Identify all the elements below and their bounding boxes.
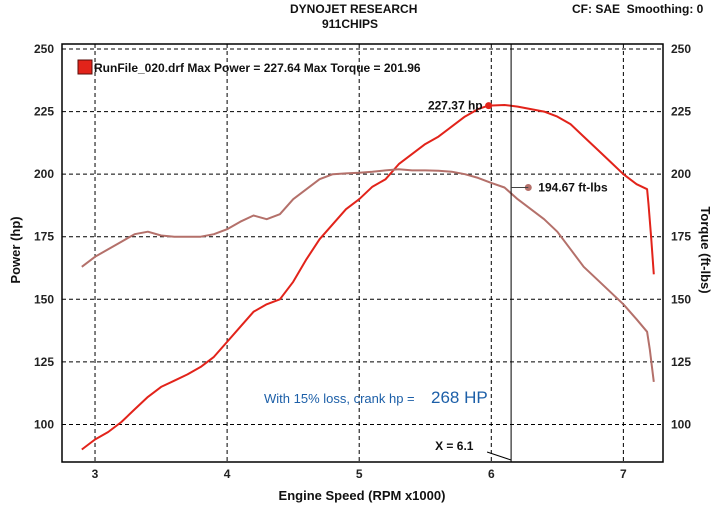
crank-hp-value: 268 HP xyxy=(431,388,488,407)
y-tick-label-right: 125 xyxy=(671,355,691,369)
y-tick-label-right: 225 xyxy=(671,105,691,119)
grid xyxy=(62,44,663,462)
y-axis-left-ticks: 100 125 150 175 200 225 250 xyxy=(34,42,54,431)
y-tick-label-left: 225 xyxy=(34,105,54,119)
y-axis-right-title: Torque (ft-lbs) xyxy=(698,206,713,293)
y-tick-label-right: 200 xyxy=(671,167,691,181)
power-marker-label: 227.37 hp xyxy=(428,99,483,113)
y-tick-label-left: 100 xyxy=(34,417,54,431)
cursor-label: X = 6.1 xyxy=(435,439,474,453)
y-tick-label-left: 175 xyxy=(34,230,54,244)
cursor-pointer xyxy=(486,451,512,461)
y-tick-label-right: 100 xyxy=(671,417,691,431)
chart-title: DYNOJET RESEARCH xyxy=(290,2,418,16)
x-axis-ticks: 3 4 5 6 7 xyxy=(92,467,627,481)
y-tick-label-right: 175 xyxy=(671,230,691,244)
power-marker xyxy=(485,102,493,110)
y-axis-right-ticks: 100 125 150 175 200 225 250 xyxy=(671,42,691,431)
plot-area xyxy=(61,43,664,463)
y-tick-label-left: 250 xyxy=(34,42,54,56)
x-tick-label: 3 xyxy=(92,467,99,481)
x-axis-title: Engine Speed (RPM x1000) xyxy=(279,488,446,503)
power-curve xyxy=(81,104,655,451)
x-tick-label: 4 xyxy=(224,467,231,481)
chart-subtitle: 911CHIPS xyxy=(322,17,379,31)
series-group xyxy=(81,104,655,451)
y-tick-label-left: 200 xyxy=(34,167,54,181)
annotations: 227.37 hp 194.67 ft-lbs xyxy=(428,99,608,195)
y-tick-label-left: 125 xyxy=(34,355,54,369)
torque-marker-label: 194.67 ft-lbs xyxy=(538,180,608,194)
y-tick-label-right: 250 xyxy=(671,42,691,56)
x-tick-label: 7 xyxy=(620,467,627,481)
legend-swatch xyxy=(77,59,93,75)
x-tick-label: 5 xyxy=(356,467,363,481)
y-axis-left-title: Power (hp) xyxy=(8,216,23,283)
torque-curve xyxy=(81,168,655,383)
x-tick-label: 6 xyxy=(488,467,495,481)
settings-label: CF: SAE Smoothing: 0 xyxy=(572,2,704,16)
crank-hp-note: With 15% loss, crank hp = xyxy=(264,391,415,406)
y-tick-label-left: 150 xyxy=(34,292,54,306)
y-tick-label-right: 150 xyxy=(671,292,691,306)
legend-text: RunFile_020.drf Max Power = 227.64 Max T… xyxy=(94,61,421,75)
